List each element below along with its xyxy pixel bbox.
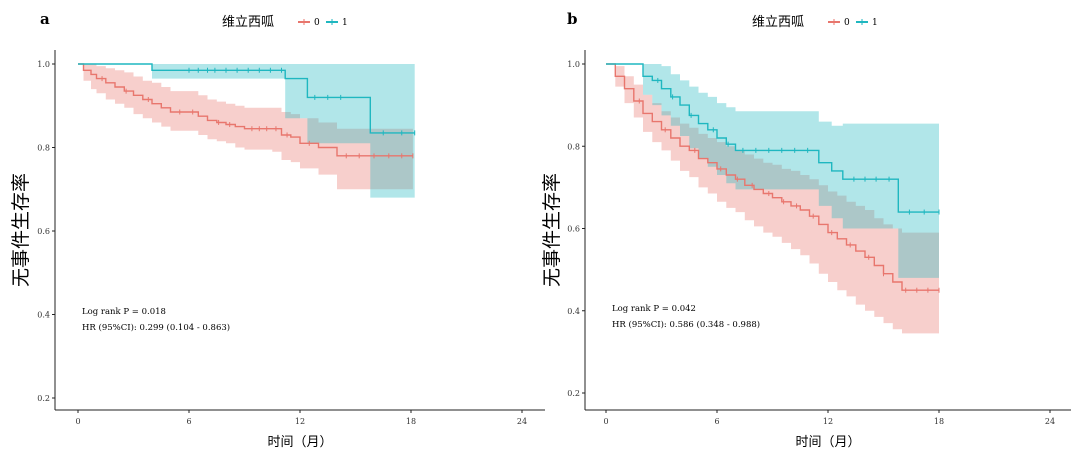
ci-band-0 [78,64,413,190]
legend-label-1: 1 [872,18,878,28]
y-tick-label: 0.6 [567,225,580,234]
x-tick-label: 18 [934,417,944,426]
y-tick-label: 1.0 [567,60,580,69]
x-tick-label: 12 [295,417,305,426]
y-tick-label: 0.8 [567,142,580,151]
x-tick-label: 24 [1045,417,1055,426]
x-tick-label: 12 [823,417,833,426]
y-axis-label: 无事件生存率 [10,173,32,287]
x-tick-label: 6 [714,417,719,426]
stats-annotation: HR (95%CI): 0.299 (0.104 - 0.863) [82,322,230,333]
survival-curve-0 [606,63,939,291]
x-axis-label: 时间（月） [267,435,332,450]
survival-curve-1 [606,63,939,213]
chart-panel-a: a 维立西呱 0 1 0.2 0.4 0.6 0.8 1.0 0 6 12 18 24 时间（月） 无事件生存… [10,10,545,450]
ci-band-0 [606,64,939,334]
stats-annotation: HR (95%CI): 0.586 (0.348 - 0.988) [612,319,760,330]
y-tick-label: 0.6 [37,227,50,236]
y-tick-label: 0.2 [567,389,580,398]
legend-label-0: 0 [314,18,320,28]
y-tick-label: 0.4 [567,307,580,316]
x-tick-label: 0 [75,417,80,426]
legend-title: 维立西呱 [752,14,804,30]
x-tick-label: 18 [406,417,416,426]
legend-label-1: 1 [342,18,348,28]
x-tick-label: 6 [186,417,191,426]
survival-curve-0 [78,63,413,157]
y-tick-label: 0.4 [37,311,50,320]
x-tick-label: 0 [603,417,608,426]
x-axis-label: 时间（月） [795,435,860,450]
y-tick-label: 0.8 [37,144,50,153]
panel-letter: b [567,10,578,28]
stats-annotation: Log rank P = 0.018 [82,307,166,317]
y-tick-label: 1.0 [37,60,50,69]
stats-annotation: Log rank P = 0.042 [612,304,696,314]
panel-letter: a [40,10,50,28]
y-tick-label: 0.2 [37,394,50,403]
y-axis-label: 无事件生存率 [541,173,563,287]
legend-label-0: 0 [844,18,850,28]
ci-band-1 [606,64,939,278]
chart-panel-b: b 维立西呱 0 1 0.2 0.4 0.6 0.8 1.0 0 6 12 18 24 时间（月） 无事件生存… [541,10,1071,450]
survival-curve-1 [78,63,415,134]
x-tick-label: 24 [517,417,527,426]
legend-title: 维立西呱 [222,14,274,30]
